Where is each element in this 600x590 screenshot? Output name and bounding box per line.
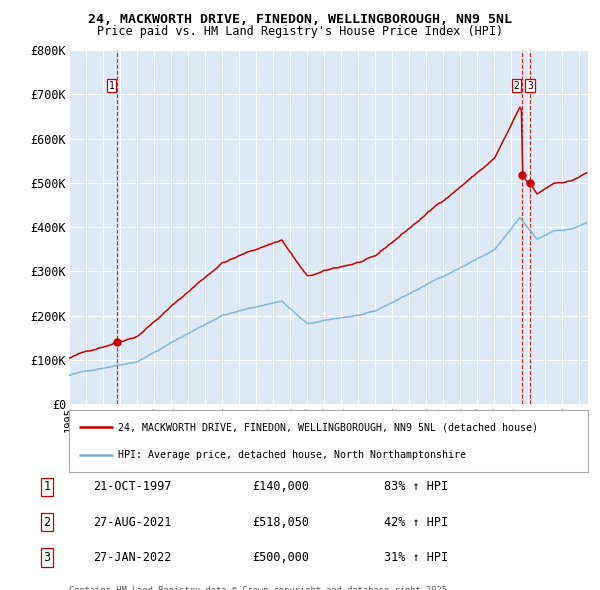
Text: 3: 3 bbox=[43, 551, 50, 564]
Text: Price paid vs. HM Land Registry's House Price Index (HPI): Price paid vs. HM Land Registry's House … bbox=[97, 25, 503, 38]
Text: £500,000: £500,000 bbox=[252, 551, 309, 564]
Text: Contains HM Land Registry data © Crown copyright and database right 2025.
This d: Contains HM Land Registry data © Crown c… bbox=[69, 586, 452, 590]
Text: 31% ↑ HPI: 31% ↑ HPI bbox=[384, 551, 448, 564]
Text: 1: 1 bbox=[43, 480, 50, 493]
Text: 2: 2 bbox=[43, 516, 50, 529]
Text: 1: 1 bbox=[109, 81, 115, 90]
Text: 24, MACKWORTH DRIVE, FINEDON, WELLINGBOROUGH, NN9 5NL (detached house): 24, MACKWORTH DRIVE, FINEDON, WELLINGBOR… bbox=[118, 422, 538, 432]
Text: 27-AUG-2021: 27-AUG-2021 bbox=[93, 516, 172, 529]
Text: 21-OCT-1997: 21-OCT-1997 bbox=[93, 480, 172, 493]
Text: 3: 3 bbox=[527, 81, 533, 90]
Text: £140,000: £140,000 bbox=[252, 480, 309, 493]
Text: HPI: Average price, detached house, North Northamptonshire: HPI: Average price, detached house, Nort… bbox=[118, 450, 466, 460]
Text: £518,050: £518,050 bbox=[252, 516, 309, 529]
Text: 42% ↑ HPI: 42% ↑ HPI bbox=[384, 516, 448, 529]
Text: 83% ↑ HPI: 83% ↑ HPI bbox=[384, 480, 448, 493]
Text: 2: 2 bbox=[514, 81, 520, 90]
Text: 24, MACKWORTH DRIVE, FINEDON, WELLINGBOROUGH, NN9 5NL: 24, MACKWORTH DRIVE, FINEDON, WELLINGBOR… bbox=[88, 13, 512, 26]
Text: 27-JAN-2022: 27-JAN-2022 bbox=[93, 551, 172, 564]
